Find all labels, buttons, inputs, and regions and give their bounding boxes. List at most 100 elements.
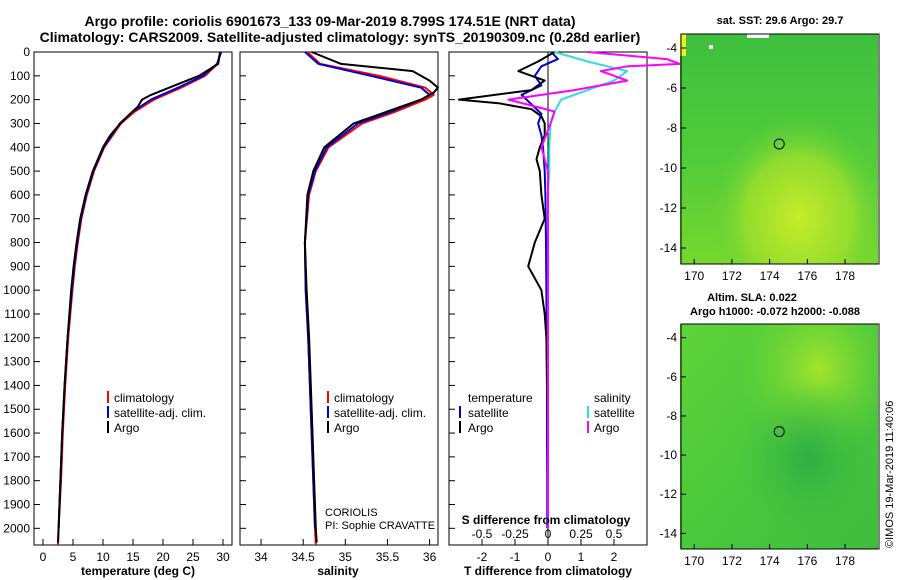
t-difference-axis-label: T difference from climatology: [464, 564, 632, 578]
temperature-series-lines: [57, 51, 223, 546]
depth-tick-label: 1200: [3, 331, 30, 345]
sst-hot-pixels: [680, 34, 686, 56]
map-x-tick-label: 178: [835, 269, 855, 283]
x-tick-label: 34: [254, 550, 268, 564]
sla-map-ticks: 170 172 174 176 178 -4 -6 -8 -10 -12 -14: [660, 331, 856, 568]
sla-map-panel: Altim. SLA: 0.022 Argo h1000: -0.072 h20…: [660, 292, 880, 568]
depth-tick-label: 1700: [3, 450, 30, 464]
legend-label-climatology: climatology: [334, 391, 394, 405]
difference-series-lines: [457, 51, 681, 529]
legend-label-t-argo: Argo: [468, 421, 494, 435]
temperature-plot-frame: [33, 51, 233, 546]
map-y-tick-label: -12: [660, 201, 678, 215]
depth-tick-label: 1600: [3, 426, 30, 440]
series-line-temperature-argo: [457, 51, 556, 529]
sst-map-title: sat. SST: 29.6 Argo: 29.7: [717, 15, 844, 27]
s-difference-axis-ticks: -0.5-0.2500.250.5: [472, 527, 623, 541]
legend-label-satellite: satellite-adj. clim.: [334, 406, 426, 420]
series-line-climatology: [303, 51, 435, 546]
series-line-climatology: [57, 51, 222, 546]
map-y-tick-label: -6: [666, 370, 677, 384]
map-x-tick-label: 176: [797, 269, 817, 283]
depth-tick-label: 1100: [4, 307, 30, 321]
series-line-argo: [57, 51, 221, 543]
x-tick-label: 36: [423, 550, 437, 564]
x-tick-label: -1: [510, 550, 521, 564]
x-tick-label: 34.5: [292, 550, 316, 564]
map-y-tick-label: -4: [666, 331, 677, 345]
x-tick-label: 35: [339, 550, 353, 564]
depth-tick-label: 300: [10, 116, 30, 130]
legend-label-t-satellite: satellite: [468, 406, 509, 420]
temperature-axis-ticks: 0 5 10 15 20 25 30: [40, 539, 230, 564]
salinity-difference-legend: salinity satellite Argo: [587, 391, 635, 435]
series-line-temperature-satellite: [520, 51, 559, 529]
series-line-salinity-argo: [507, 51, 681, 529]
map-x-tick-label: 172: [722, 269, 742, 283]
s-tick-label: 0.25: [569, 527, 593, 541]
temperature-axis-label: temperature (deg C): [81, 564, 195, 578]
series-line-salinity-satellite: [547, 51, 629, 529]
depth-tick-label: 800: [10, 236, 30, 250]
x-tick-label: 10: [96, 550, 110, 564]
s-tick-label: -0.25: [501, 527, 529, 541]
depth-axis-ticks: 0 100 200 300 400 500 600 700 800 900 1000 1100 1200…: [3, 45, 455, 535]
depth-tick-label: 1300: [3, 355, 30, 369]
salinity-panel: 34 34.5 35 35.5 36 salinity climatology sate…: [239, 51, 439, 578]
x-tick-label: 5: [70, 550, 77, 564]
salinity-plot-frame: [239, 51, 439, 546]
s-tick-label: 0.5: [606, 527, 623, 541]
map-y-tick-label: -8: [666, 409, 677, 423]
t-difference-axis-ticks: -2 -1 0 1 2: [477, 539, 618, 564]
depth-tick-label: 100: [10, 69, 30, 83]
credit-text: ©IMOS 19-Mar-2019 11:40:06: [884, 401, 896, 548]
map-y-tick-label: -14: [660, 526, 678, 540]
depth-tick-label: 1800: [3, 474, 30, 488]
x-tick-label: 35.5: [376, 550, 400, 564]
map-x-tick-label: 176: [797, 554, 817, 568]
sst-map-panel: sat. SST: 29.6 Argo: 29.7 170 172 174 176 17…: [660, 15, 880, 283]
depth-tick-label: 600: [10, 188, 30, 202]
map-x-tick-label: 170: [684, 269, 704, 283]
legend-title-temperature: temperature: [468, 391, 533, 405]
x-tick-label: 30: [216, 550, 230, 564]
map-x-tick-label: 172: [722, 554, 742, 568]
depth-tick-label: 1000: [3, 283, 30, 297]
temperature-panel: 0100200300400500600700800900100011001200…: [3, 45, 455, 578]
sla-map-frame: [680, 323, 880, 550]
x-tick-label: 0: [40, 550, 47, 564]
map-y-tick-label: -8: [666, 121, 677, 135]
map-y-tick-label: -10: [660, 448, 678, 462]
x-tick-label: -2: [477, 550, 488, 564]
legend-label-s-satellite: satellite: [594, 406, 635, 420]
title-line-1: Argo profile: coriolis 6901673_133 09-Ma…: [84, 13, 575, 29]
coriolis-annotation: CORIOLIS: [325, 507, 378, 519]
x-tick-label: 0: [545, 550, 552, 564]
map-y-tick-label: -12: [660, 487, 678, 501]
salinity-axis-ticks: 34 34.5 35 35.5 36: [254, 539, 437, 564]
sla-map-title: Altim. SLA: 0.022: [707, 292, 797, 304]
map-x-tick-label: 174: [760, 269, 780, 283]
map-y-tick-label: -14: [660, 241, 678, 255]
sla-map-subtitle: Argo h1000: -0.072 h2000: -0.088: [690, 306, 860, 318]
x-tick-label: 1: [578, 550, 585, 564]
salinity-axis-label: salinity: [317, 564, 359, 578]
depth-tick-label: 1900: [3, 498, 30, 512]
series-line-satellite-adj-clim-: [57, 51, 223, 529]
sst-map-ticks: 170 172 174 176 178 -4 -6 -8 -10 -12 -14: [660, 41, 856, 283]
depth-tick-label: 2000: [3, 521, 30, 535]
legend-label-climatology: climatology: [114, 391, 174, 405]
sst-map-frame: [680, 33, 880, 265]
temperature-difference-legend: temperature satellite Argo: [459, 391, 533, 435]
legend-label-satellite: satellite-adj. clim.: [114, 406, 206, 420]
depth-tick-label: 0: [23, 45, 30, 59]
depth-tick-label: 1400: [3, 378, 30, 392]
map-x-tick-label: 174: [760, 554, 780, 568]
argo-location-marker: [773, 426, 785, 438]
map-y-tick-label: -6: [666, 81, 677, 95]
sst-missing-pixels: [747, 34, 769, 38]
x-tick-label: 25: [186, 550, 200, 564]
legend-label-argo: Argo: [334, 421, 360, 435]
x-tick-label: 2: [611, 550, 618, 564]
series-line-argo: [303, 51, 439, 543]
